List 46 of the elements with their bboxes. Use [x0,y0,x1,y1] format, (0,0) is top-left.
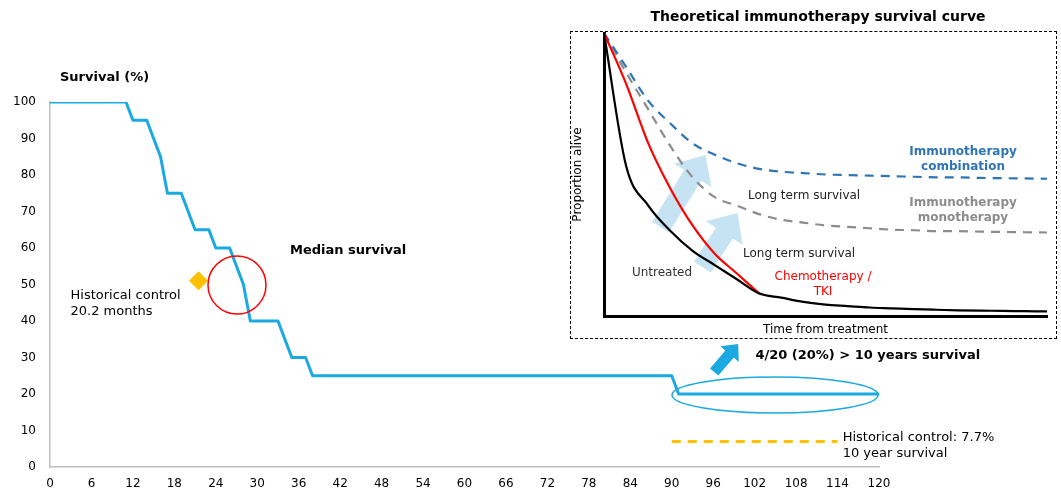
x-tick-label: 12 [125,476,141,491]
annotation: Historical control: 7.7% 10 year survival [842,428,995,460]
y-tick-label: 100 [13,94,36,109]
y-tick-label: 90 [20,130,36,145]
y-tick-label: 20 [20,386,36,401]
x-tick-label: 96 [705,476,721,491]
series-label: Immunotherapy monotherapy [909,195,1017,225]
series-label: Untreated [631,265,693,280]
x-tick-label: 114 [826,476,849,491]
x-tick-label: 6 [87,476,96,491]
x-tick-label: 108 [784,476,808,491]
x-tick-label: 18 [166,476,182,491]
x-tick-label: 48 [373,476,390,491]
annotation: Median survival [290,242,407,258]
x-tick-label: 36 [291,476,307,491]
series-label: Immunotherapy combination [909,144,1017,174]
x-tick-label: 102 [743,476,767,491]
y-tick-label: 30 [20,349,36,364]
x-axis-title: Time from treatment [761,321,889,336]
y-axis-title: Proportion alive [570,127,585,222]
y-tick-label: 80 [20,167,36,182]
x-tick-label: 0 [46,476,54,491]
x-tick-label: 120 [867,476,891,491]
series-label: Chemotherapy / TKI [774,269,873,299]
y-axis-title: Survival (%) [60,69,150,85]
y-tick-label: 0 [28,459,36,474]
x-tick-label: 42 [332,476,348,491]
y-tick-label: 70 [20,203,36,218]
x-tick-label: 30 [249,476,265,491]
annotation: Long term survival [748,188,861,203]
x-tick-label: 78 [581,476,597,491]
annotation: Long term survival [743,246,856,261]
x-tick-label: 60 [456,476,473,491]
annotation: Historical control 20.2 months [70,287,181,319]
x-tick-label: 84 [622,476,638,491]
y-tick-label: 50 [20,276,36,291]
y-tick-label: 40 [20,313,36,328]
x-tick-label: 66 [498,476,514,491]
y-tick-label: 60 [20,240,36,255]
x-tick-label: 90 [664,476,680,491]
x-tick-label: 72 [539,476,556,491]
chart-title: Theoretical immunotherapy survival curve [650,7,986,24]
y-tick-label: 10 [20,422,36,437]
annotation: 4/20 (20%) > 10 years survival [755,347,981,363]
x-tick-label: 54 [415,476,431,491]
x-tick-label: 24 [208,476,224,491]
